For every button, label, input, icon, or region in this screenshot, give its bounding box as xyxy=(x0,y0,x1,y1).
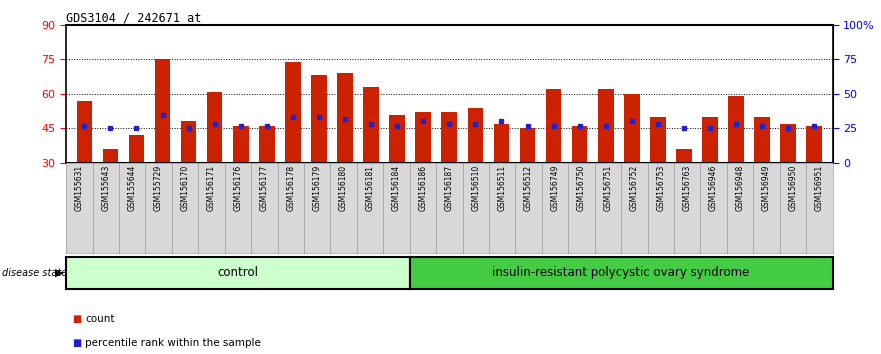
Text: GSM155631: GSM155631 xyxy=(75,165,84,211)
Text: GSM156949: GSM156949 xyxy=(762,165,771,211)
Text: GSM155644: GSM155644 xyxy=(128,165,137,211)
Text: percentile rank within the sample: percentile rank within the sample xyxy=(85,338,262,348)
Bar xyxy=(416,112,431,163)
Bar xyxy=(520,128,536,163)
Bar xyxy=(572,126,588,163)
Text: GSM156179: GSM156179 xyxy=(313,165,322,211)
Text: GDS3104 / 242671_at: GDS3104 / 242671_at xyxy=(66,11,202,24)
Bar xyxy=(650,117,666,163)
Bar xyxy=(493,124,509,163)
Text: GSM156763: GSM156763 xyxy=(683,165,692,211)
Text: GSM156750: GSM156750 xyxy=(577,165,586,211)
Text: control: control xyxy=(218,266,258,279)
Bar xyxy=(102,149,118,163)
Text: GSM156948: GSM156948 xyxy=(736,165,744,211)
Bar xyxy=(545,89,561,163)
Bar xyxy=(781,124,796,163)
Text: GSM156187: GSM156187 xyxy=(445,165,454,211)
Text: GSM156753: GSM156753 xyxy=(656,165,665,211)
Text: insulin-resistant polycystic ovary syndrome: insulin-resistant polycystic ovary syndr… xyxy=(492,266,750,279)
Text: GSM156177: GSM156177 xyxy=(260,165,269,211)
Bar xyxy=(702,117,718,163)
Bar xyxy=(729,96,744,163)
Text: disease state: disease state xyxy=(2,268,67,278)
Text: count: count xyxy=(85,314,115,324)
Bar xyxy=(754,117,770,163)
Bar xyxy=(77,101,93,163)
Text: GSM156950: GSM156950 xyxy=(788,165,797,211)
Text: GSM156170: GSM156170 xyxy=(181,165,189,211)
Text: GSM156749: GSM156749 xyxy=(551,165,559,211)
Text: GSM156751: GSM156751 xyxy=(603,165,612,211)
Text: GSM156510: GSM156510 xyxy=(471,165,480,211)
Bar xyxy=(207,91,223,163)
Bar xyxy=(285,62,300,163)
Text: GSM156752: GSM156752 xyxy=(630,165,639,211)
Text: ■: ■ xyxy=(72,338,81,348)
Text: GSM156951: GSM156951 xyxy=(815,165,824,211)
Text: GSM156176: GSM156176 xyxy=(233,165,242,211)
Bar xyxy=(468,108,483,163)
Text: GSM155729: GSM155729 xyxy=(154,165,163,211)
Text: GSM156946: GSM156946 xyxy=(709,165,718,211)
Text: GSM156180: GSM156180 xyxy=(339,165,348,211)
Bar xyxy=(337,73,353,163)
Bar xyxy=(389,114,405,163)
Text: GSM156184: GSM156184 xyxy=(392,165,401,211)
Text: GSM155643: GSM155643 xyxy=(101,165,110,211)
Text: ▶: ▶ xyxy=(55,268,63,278)
Bar xyxy=(259,126,275,163)
Text: ■: ■ xyxy=(72,314,81,324)
Text: GSM156178: GSM156178 xyxy=(286,165,295,211)
Bar xyxy=(155,59,170,163)
Text: GSM156512: GSM156512 xyxy=(524,165,533,211)
Bar xyxy=(598,89,613,163)
Bar xyxy=(806,126,822,163)
Text: GSM156171: GSM156171 xyxy=(207,165,216,211)
Bar xyxy=(676,149,692,163)
Bar xyxy=(233,126,248,163)
Text: GSM156186: GSM156186 xyxy=(418,165,427,211)
Bar xyxy=(363,87,379,163)
Text: GSM156511: GSM156511 xyxy=(498,165,507,211)
Text: GSM156181: GSM156181 xyxy=(366,165,374,211)
Bar xyxy=(624,94,640,163)
Bar xyxy=(129,135,144,163)
Bar xyxy=(311,75,327,163)
Bar xyxy=(181,121,196,163)
Bar xyxy=(441,112,457,163)
